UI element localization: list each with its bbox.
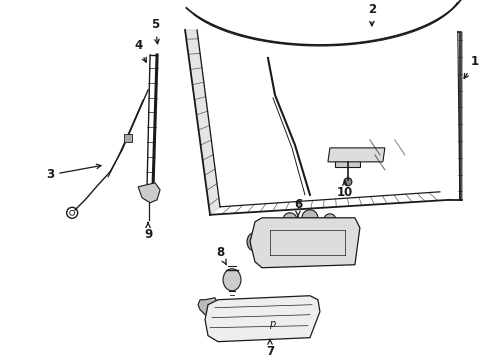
Text: 3: 3 — [46, 164, 101, 181]
Text: 6: 6 — [294, 198, 302, 217]
Text: 5: 5 — [151, 18, 159, 44]
Circle shape — [283, 213, 297, 227]
Text: 2: 2 — [368, 4, 376, 26]
Circle shape — [256, 244, 264, 252]
Ellipse shape — [247, 233, 261, 251]
Text: 4: 4 — [134, 40, 146, 62]
Polygon shape — [328, 148, 385, 162]
Circle shape — [344, 178, 352, 186]
Ellipse shape — [223, 269, 241, 291]
Polygon shape — [205, 296, 320, 342]
Text: 7: 7 — [266, 339, 274, 358]
Polygon shape — [138, 183, 160, 203]
Polygon shape — [124, 134, 132, 142]
Polygon shape — [198, 298, 218, 315]
Text: 1: 1 — [464, 55, 479, 78]
Text: 8: 8 — [216, 246, 226, 265]
Polygon shape — [185, 30, 220, 215]
Polygon shape — [250, 218, 360, 268]
Text: p: p — [269, 319, 275, 329]
Text: 9: 9 — [144, 222, 152, 241]
Polygon shape — [335, 160, 360, 167]
Circle shape — [324, 214, 336, 226]
Circle shape — [302, 210, 318, 226]
Text: 10: 10 — [337, 180, 353, 199]
